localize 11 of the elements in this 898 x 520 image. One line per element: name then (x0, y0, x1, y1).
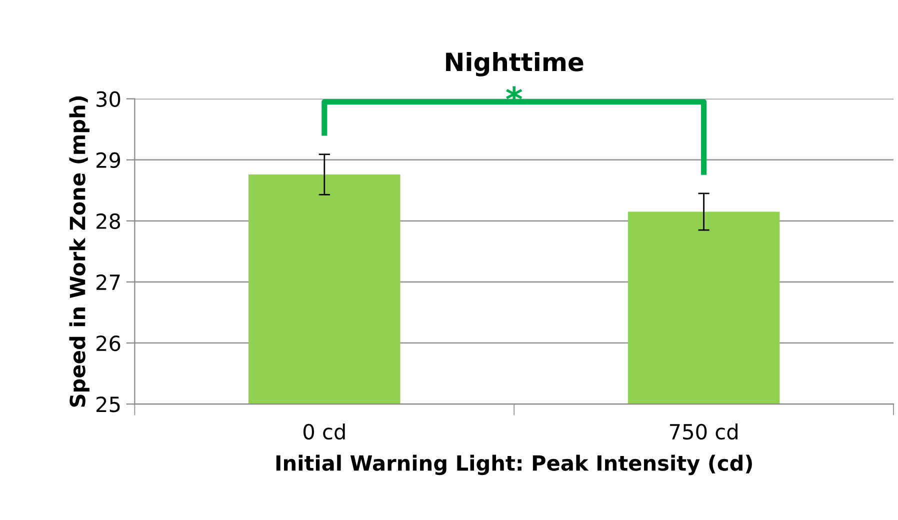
y-tick-label: 28 (96, 213, 120, 230)
y-tick-label: 26 (96, 335, 120, 352)
y-axis-title: Speed in Work Zone (mph) (69, 96, 90, 407)
y-tick-label: 29 (96, 152, 120, 168)
chart-title: Nighttime (446, 52, 584, 76)
y-tick-label: 30 (96, 91, 120, 108)
x-axis-title: Initial Warning Light: Peak Intensity (cd) (276, 454, 752, 476)
y-tick-label: 27 (96, 274, 120, 290)
x-tick-label: 750 cd (670, 423, 738, 440)
x-tick-label: 0 cd (304, 423, 345, 440)
y-tick-label: 25 (96, 396, 120, 412)
